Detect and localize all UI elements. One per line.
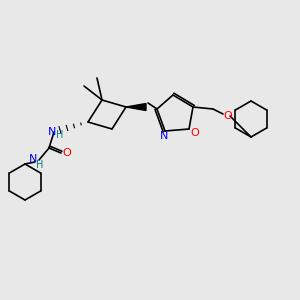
- Text: N: N: [29, 154, 37, 164]
- Text: H: H: [36, 160, 44, 170]
- Text: O: O: [190, 128, 200, 138]
- Text: H: H: [56, 130, 64, 140]
- Text: O: O: [224, 111, 232, 121]
- Text: N: N: [48, 127, 56, 137]
- Text: O: O: [63, 148, 71, 158]
- Text: N: N: [160, 131, 168, 141]
- Polygon shape: [126, 103, 146, 110]
